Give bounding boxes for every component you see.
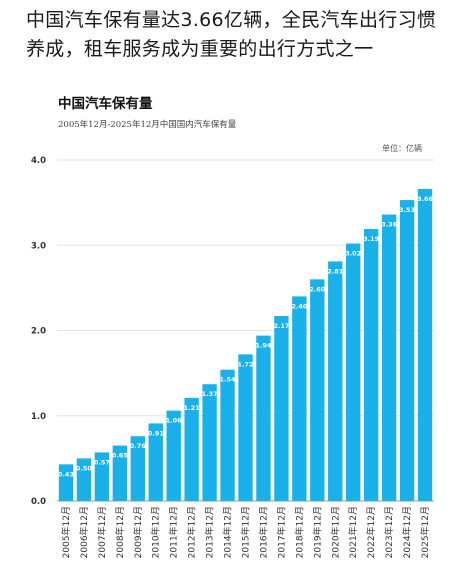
chart-title: 中国汽车保有量 [58, 96, 153, 112]
bar [328, 261, 343, 501]
y-tick-label: 0.0 [31, 497, 46, 507]
bar-value-label: 3.19 [363, 235, 380, 243]
x-tick-label: 2012年12月 [186, 506, 198, 558]
x-tick-label: 2017年12月 [275, 506, 287, 558]
x-tick-label: 2025年12月 [419, 506, 431, 558]
unit-label: 单位：亿辆 [382, 144, 422, 153]
bar [256, 335, 271, 501]
bar [184, 397, 199, 501]
x-tick-label: 2021年12月 [347, 506, 359, 558]
bar [166, 410, 181, 501]
bar-value-label: 3.53 [399, 206, 415, 214]
x-tick-label: 2023年12月 [383, 506, 395, 558]
x-tick-label: 2007年12月 [96, 506, 108, 558]
chart-subtitle: 2005年12月-2025年12月中国国内汽车保有量 [58, 120, 237, 130]
bar [76, 458, 92, 501]
bar-value-label: 2.40 [291, 302, 308, 310]
bar-value-label: 0.76 [130, 442, 147, 450]
bar [58, 464, 74, 501]
article-headline: 中国汽车保有量达3.66亿辆，全民汽车出行习惯养成，租车服务成为重要的出行方式之… [26, 9, 437, 60]
bar-value-label: 1.72 [237, 360, 253, 368]
bar-value-label: 1.21 [184, 404, 201, 412]
bar-value-label: 0.91 [148, 429, 165, 437]
bar [112, 445, 128, 501]
bar [381, 214, 397, 501]
bar [238, 354, 253, 501]
x-tick-label: 2009年12月 [132, 506, 144, 558]
x-tick-label: 2014年12月 [222, 506, 234, 558]
bar-value-label: 3.02 [345, 250, 361, 258]
x-tick-label: 2019年12月 [311, 506, 323, 558]
x-tick-label: 2006年12月 [78, 506, 90, 558]
bar-value-label: 3.36 [381, 221, 398, 229]
x-tick-label: 2015年12月 [240, 506, 252, 558]
bar [346, 243, 361, 502]
y-tick-label: 4.0 [31, 156, 46, 166]
bar [292, 296, 307, 501]
x-tick-label: 2005年12月 [60, 506, 72, 558]
bar-value-label: 2.60 [309, 285, 326, 293]
bar [130, 436, 145, 501]
bar [274, 316, 289, 501]
x-tick-label: 2013年12月 [204, 506, 216, 558]
bar [363, 229, 379, 502]
bar [148, 423, 163, 501]
bar [417, 188, 433, 502]
bar [399, 200, 415, 501]
x-tick-label: 2022年12月 [365, 506, 377, 558]
bar [310, 279, 325, 501]
bar-value-label: 1.06 [166, 417, 183, 425]
bar-value-label: 0.43 [58, 470, 74, 478]
bar-value-label: 0.50 [76, 464, 93, 472]
bar-value-label: 2.81 [327, 267, 344, 275]
bar-value-label: 0.57 [94, 458, 110, 466]
bar-value-label: 3.66 [417, 195, 434, 203]
bar-value-label: 1.37 [202, 390, 218, 398]
x-tick-label: 2011年12月 [168, 506, 180, 558]
y-tick-label: 1.0 [31, 412, 46, 422]
x-tick-label: 2020年12月 [329, 506, 341, 558]
bar-value-label: 1.54 [220, 376, 237, 384]
bar-value-label: 2.17 [273, 322, 289, 330]
bar-value-label: 0.65 [112, 452, 129, 460]
bar-value-label: 1.94 [255, 342, 272, 350]
bar [94, 452, 110, 501]
x-tick-label: 2024年12月 [401, 506, 413, 558]
bar [202, 384, 217, 501]
x-tick-label: 2008年12月 [114, 506, 126, 558]
x-tick-label: 2018年12月 [293, 506, 305, 558]
y-tick-label: 2.0 [31, 327, 46, 337]
x-tick-label: 2016年12月 [257, 506, 269, 558]
bar [220, 369, 235, 501]
x-tick-label: 2010年12月 [150, 506, 162, 558]
y-tick-label: 3.0 [31, 241, 46, 251]
